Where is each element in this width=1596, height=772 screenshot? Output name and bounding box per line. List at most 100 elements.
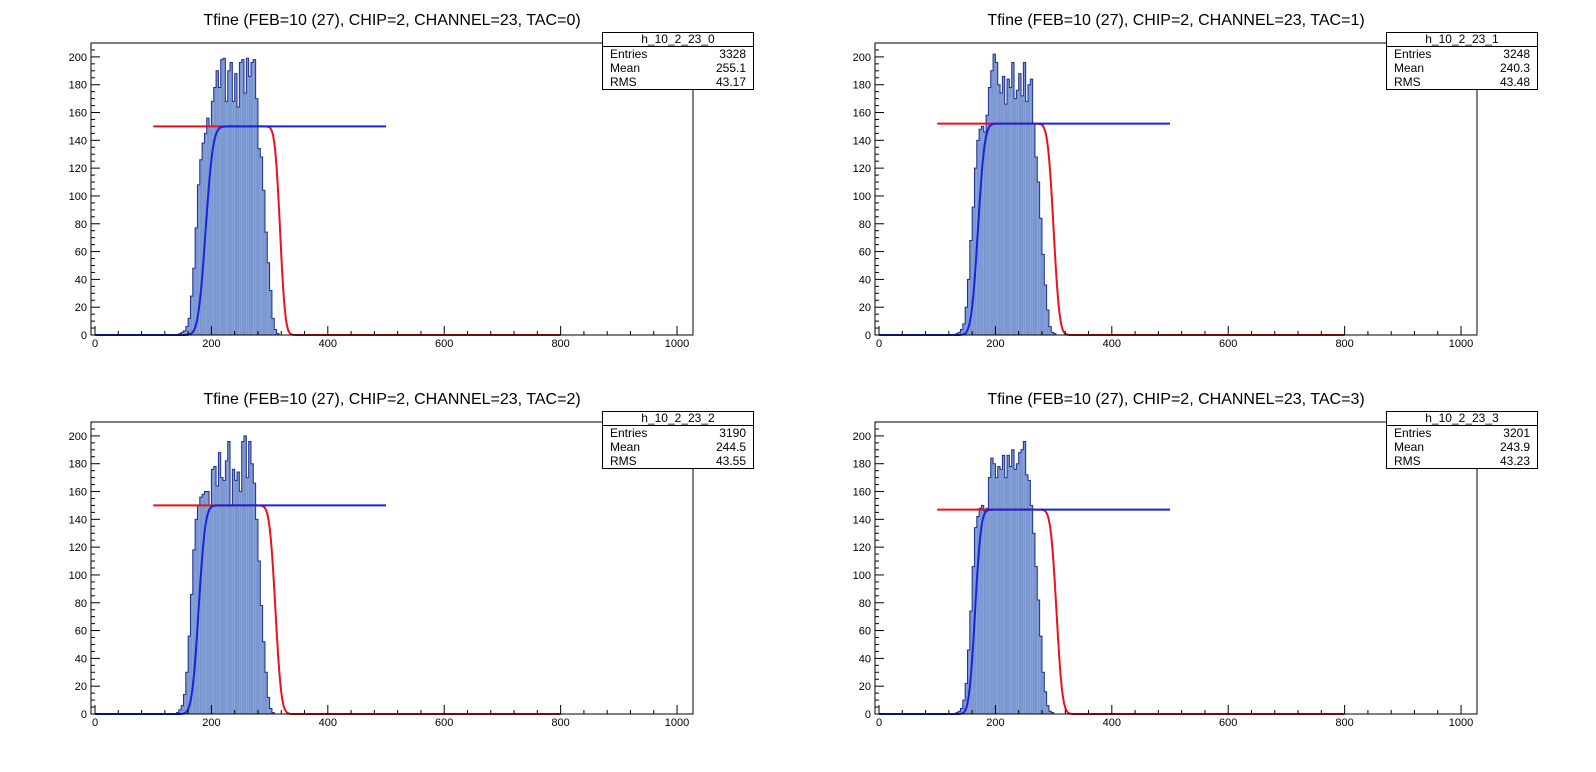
y-tick-label: 180 — [853, 459, 871, 471]
histogram-bin — [195, 519, 198, 714]
x-tick-label: 600 — [1219, 338, 1237, 350]
y-tick-label: 60 — [75, 626, 87, 638]
histogram-bin — [1041, 254, 1045, 335]
histogram-bin — [220, 59, 224, 335]
y-tick-label: 20 — [75, 302, 87, 314]
histogram-bin — [981, 505, 984, 714]
histogram-bin — [257, 148, 261, 335]
histogram-bin — [1032, 123, 1035, 336]
histogram-bin — [995, 62, 998, 335]
histogram-bin — [990, 70, 994, 336]
histogram-bin — [239, 62, 242, 335]
histogram-bin — [206, 118, 210, 335]
x-tick-label: 200 — [986, 338, 1004, 350]
stats-title: h_10_2_23_0 — [603, 33, 753, 47]
y-tick-label: 20 — [75, 681, 87, 693]
histogram-bin — [195, 227, 198, 335]
chart-title: Tfine (FEB=10 (27), CHIP=2, CHANNEL=23, … — [987, 391, 1364, 408]
histogram-bin — [178, 709, 182, 714]
histogram-bin — [197, 184, 200, 335]
histogram-bin — [1011, 449, 1015, 714]
stats-box: h_10_2_23_3 Entries 3201 Mean 243.9 RMS 43.… — [1386, 411, 1538, 469]
histogram-pad-tac0: Tfine (FEB=10 (27), CHIP=2, CHANNEL=23, … — [0, 0, 790, 380]
histogram-chart-tac1: Tfine (FEB=10 (27), CHIP=2, CHANNEL=23, … — [853, 12, 1478, 350]
histogram-bin — [257, 561, 261, 714]
histogram-pad-tac1: Tfine (FEB=10 (27), CHIP=2, CHANNEL=23, … — [784, 0, 1574, 380]
x-tick-label: 0 — [876, 717, 882, 729]
stats-title: h_10_2_23_3 — [1387, 412, 1537, 426]
histogram-bin — [1037, 182, 1040, 335]
histogram-bin — [230, 62, 233, 335]
y-tick-label: 160 — [853, 487, 871, 499]
mean-value: 255.1 — [715, 61, 746, 75]
histogram-bin — [209, 126, 212, 335]
histogram-bin — [218, 87, 221, 335]
histogram-bin — [1046, 705, 1049, 714]
histogram-bin — [1000, 93, 1003, 335]
histogram-bin — [223, 480, 226, 714]
mean-label: Mean — [1394, 440, 1425, 454]
x-tick-label: 200 — [202, 717, 220, 729]
rms-value: 43.23 — [1499, 454, 1530, 468]
histogram-bin — [1023, 441, 1026, 714]
entries-label: Entries — [610, 47, 648, 61]
histogram-bin — [255, 519, 258, 714]
histogram-bin — [1016, 463, 1019, 714]
y-tick-label: 40 — [75, 653, 87, 665]
histogram-bin — [1002, 455, 1005, 714]
histogram-bin — [995, 477, 998, 714]
histogram-bin — [1014, 469, 1017, 714]
y-tick-label: 200 — [69, 52, 87, 64]
histogram-bin — [1044, 284, 1047, 335]
y-tick-label: 0 — [865, 709, 871, 721]
histogram-outline — [955, 440, 1055, 714]
histogram-bin — [986, 115, 989, 335]
y-tick-label: 200 — [69, 431, 87, 443]
histogram-bin — [960, 329, 963, 335]
histogram-bin — [227, 441, 231, 714]
x-tick-label: 1000 — [1449, 717, 1473, 729]
histogram-bin — [276, 333, 279, 335]
x-tick-label: 1000 — [665, 717, 689, 729]
y-tick-label: 120 — [69, 163, 87, 175]
histogram-bin — [250, 463, 254, 714]
histogram-bin — [183, 694, 186, 714]
x-tick-label: 200 — [202, 338, 220, 350]
histogram-bin — [1000, 469, 1003, 714]
x-tick-label: 0 — [92, 338, 98, 350]
histogram-bin — [192, 549, 196, 714]
histogram-bin — [976, 516, 980, 714]
histogram-bin — [1007, 455, 1010, 714]
histogram-bin — [1051, 712, 1054, 714]
y-tick-label: 180 — [69, 80, 87, 92]
histogram-bin — [986, 508, 989, 714]
histogram-bin — [271, 318, 275, 335]
histogram-bin — [262, 641, 265, 714]
x-tick-label: 800 — [551, 717, 569, 729]
histogram-bin — [972, 207, 975, 335]
histogram-bin — [192, 268, 196, 335]
histogram-bin — [248, 441, 251, 714]
histogram-bin — [202, 494, 205, 714]
mean-label: Mean — [1394, 61, 1425, 75]
histogram-bin — [188, 636, 191, 714]
histogram-chart-tac3: Tfine (FEB=10 (27), CHIP=2, CHANNEL=23, … — [853, 391, 1478, 729]
mean-label: Mean — [610, 61, 641, 75]
histogram-bin — [202, 143, 205, 335]
histogram-bin — [225, 101, 228, 336]
histogram-bin — [234, 73, 238, 335]
histogram-bin — [988, 477, 991, 714]
y-tick-label: 160 — [853, 108, 871, 120]
histogram-bin — [1034, 157, 1038, 335]
stats-box: h_10_2_23_1 Entries 3248 Mean 240.3 RMS 43.… — [1386, 32, 1538, 90]
histogram-bin — [204, 491, 207, 714]
histogram-bin — [1025, 474, 1028, 714]
entries-value: 3248 — [1503, 47, 1530, 61]
x-tick-label: 200 — [986, 717, 1004, 729]
histogram-bin — [990, 458, 994, 714]
histogram-bin — [979, 129, 982, 335]
y-tick-label: 40 — [859, 274, 871, 286]
histogram-bin — [244, 435, 247, 714]
y-tick-label: 80 — [75, 598, 87, 610]
x-tick-label: 600 — [435, 338, 453, 350]
